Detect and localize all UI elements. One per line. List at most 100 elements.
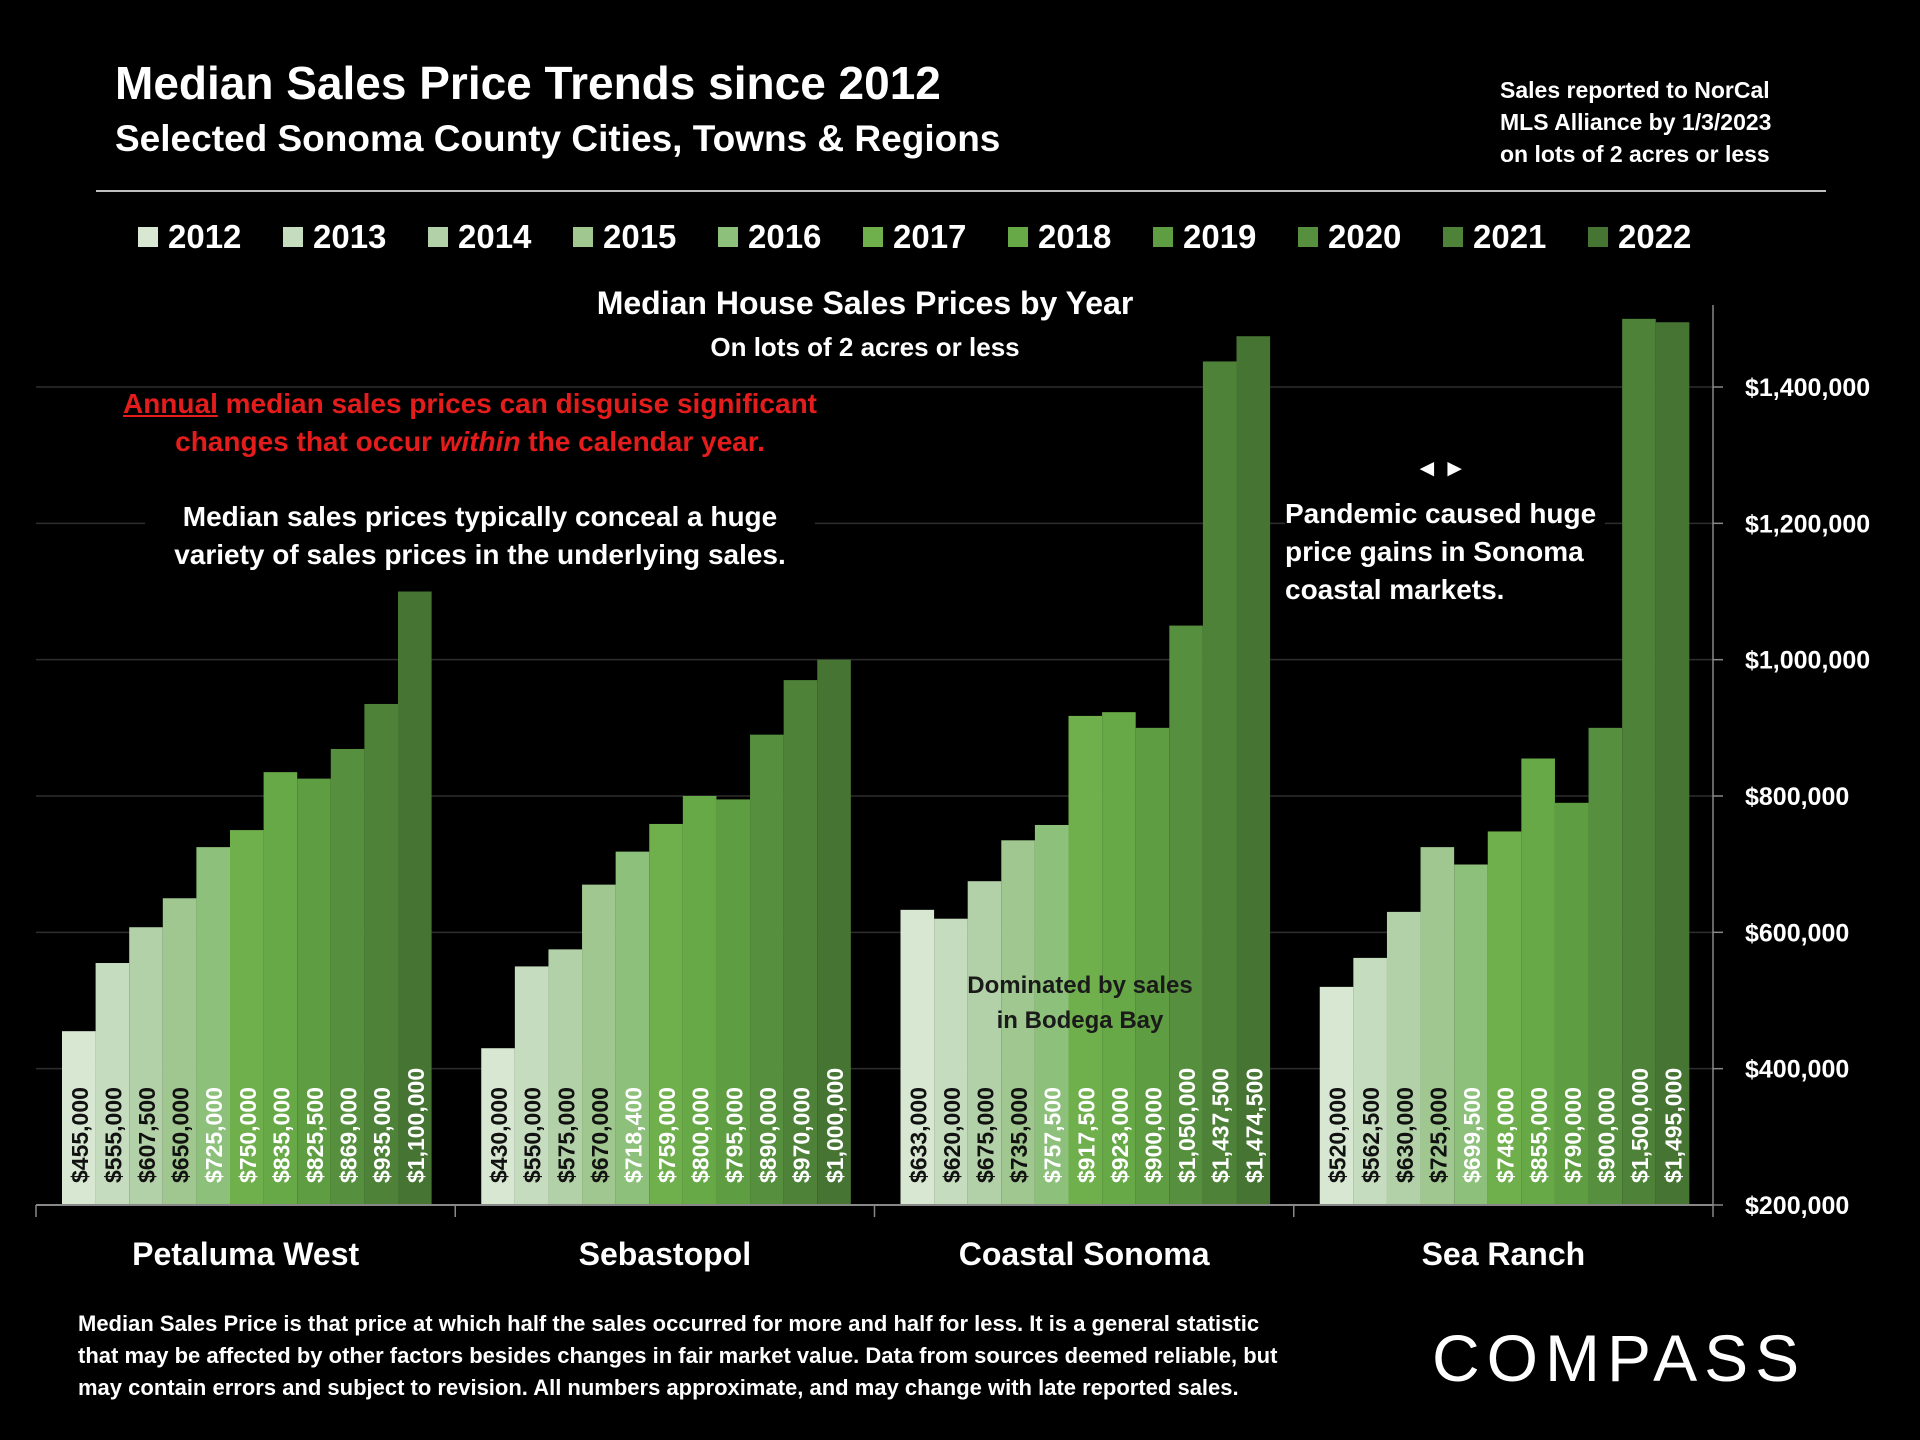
- footnote: Median Sales Price is that price at whic…: [78, 1308, 1378, 1404]
- bar: [1622, 318, 1656, 1205]
- legend-swatch: [138, 227, 158, 247]
- bar-value-label: $917,500: [1073, 1087, 1099, 1183]
- bar-value-label: $1,100,000: [403, 1068, 429, 1183]
- bar-value-label: $1,500,000: [1627, 1068, 1653, 1183]
- y-tick-label: $400,000: [1745, 1056, 1849, 1084]
- bar-value-label: $725,000: [1425, 1087, 1451, 1183]
- bar: [1202, 361, 1237, 1205]
- bar-value-label: $650,000: [168, 1087, 194, 1183]
- legend-swatch: [1153, 227, 1173, 247]
- bar-value-label: $455,000: [67, 1087, 93, 1183]
- pandemic-note: Pandemic caused huge price gains in Sono…: [1285, 495, 1605, 609]
- bar: [263, 772, 298, 1205]
- bar-value-label: $633,000: [905, 1087, 931, 1183]
- legend-label: 2017: [893, 218, 967, 255]
- bar: [1454, 864, 1488, 1205]
- legend-swatch: [1298, 227, 1318, 247]
- bar: [900, 909, 935, 1205]
- legend-label: 2015: [603, 218, 677, 255]
- chart-title: Median House Sales Prices by Year: [596, 285, 1134, 321]
- warning-text: the calendar year.: [520, 426, 765, 457]
- bar: [1068, 715, 1103, 1205]
- bar-value-label: $900,000: [1141, 1087, 1167, 1183]
- bar: [615, 851, 650, 1205]
- bar: [364, 703, 398, 1205]
- y-tick-label: $1,400,000: [1745, 374, 1870, 402]
- note-line: coastal markets.: [1285, 574, 1505, 605]
- bar: [1001, 840, 1035, 1205]
- bar: [582, 884, 616, 1205]
- bar-value-label: $900,000: [1593, 1087, 1619, 1183]
- legend-label: 2018: [1038, 218, 1112, 255]
- bar-value-label: $825,500: [302, 1087, 328, 1183]
- legend-label: 2019: [1183, 218, 1257, 255]
- bar: [330, 748, 365, 1205]
- bar: [967, 881, 1002, 1205]
- legend-item-2020: 2020: [1298, 218, 1443, 256]
- bar: [1588, 727, 1623, 1205]
- bar-value-label: $869,000: [336, 1087, 362, 1183]
- page-title: Median Sales Price Trends since 2012: [115, 57, 941, 109]
- bar: [1420, 847, 1455, 1205]
- chart-legend: 2012 2013 2014 2015 2016 2017 2018 2019 2020 2021…: [138, 218, 1733, 256]
- y-tick-label: $600,000: [1745, 919, 1849, 947]
- y-tick-label: $1,200,000: [1745, 510, 1870, 538]
- legend-label: 2012: [168, 218, 242, 255]
- legend-item-2019: 2019: [1153, 218, 1298, 256]
- bar-value-label: $800,000: [688, 1087, 714, 1183]
- legend-item-2017: 2017: [863, 218, 1008, 256]
- legend-swatch: [1008, 227, 1028, 247]
- bar-chart: $200,000 $400,000 $600,000 $800,000 $1,000,0…: [35, 305, 1870, 1272]
- x-category-label: Coastal Sonoma: [959, 1236, 1210, 1272]
- y-tick-label: $200,000: [1745, 1192, 1849, 1220]
- y-tick-label: $1,000,000: [1745, 647, 1870, 675]
- bar-value-label: $835,000: [268, 1087, 294, 1183]
- bar: [1521, 758, 1555, 1205]
- bar: [230, 830, 264, 1205]
- within-word: within: [439, 426, 521, 457]
- note-line: price gains in Sonoma: [1285, 536, 1584, 567]
- source-line: MLS Alliance by 1/3/2023: [1500, 109, 1772, 135]
- bar: [514, 966, 549, 1205]
- bar-value-label: $675,000: [973, 1087, 999, 1183]
- note-line: Dominated by sales: [967, 972, 1193, 999]
- bar-value-label: $630,000: [1392, 1087, 1418, 1183]
- bar-value-label: $430,000: [486, 1087, 512, 1183]
- bar-value-label: $550,000: [520, 1087, 546, 1183]
- legend-item-2015: 2015: [573, 218, 718, 256]
- legend-swatch: [1443, 227, 1463, 247]
- legend-item-2016: 2016: [718, 218, 863, 256]
- bar: [129, 927, 163, 1205]
- legend-label: 2014: [458, 218, 532, 255]
- bar-value-label: $1,000,000: [822, 1068, 848, 1183]
- legend-label: 2016: [748, 218, 822, 255]
- legend-swatch: [718, 227, 738, 247]
- bar: [1236, 336, 1271, 1205]
- legend-swatch: [1588, 227, 1608, 247]
- bar: [783, 680, 818, 1205]
- bar-value-label: $748,000: [1493, 1087, 1519, 1183]
- x-category-label: Sebastopol: [579, 1236, 751, 1272]
- bar: [1655, 322, 1690, 1205]
- bar-value-label: $699,500: [1459, 1087, 1485, 1183]
- bar-value-label: $759,000: [654, 1087, 680, 1183]
- bar: [196, 847, 230, 1205]
- bar: [1169, 625, 1203, 1205]
- footnote-line: that may be affected by other factors be…: [78, 1343, 1278, 1368]
- bar-value-label: $890,000: [755, 1087, 781, 1183]
- bar-value-label: $607,500: [134, 1087, 160, 1183]
- bar: [1386, 911, 1421, 1205]
- bar: [1135, 727, 1170, 1205]
- legend-label: 2022: [1618, 218, 1692, 255]
- warning-text: changes that occur: [175, 426, 440, 457]
- page-subtitle: Selected Sonoma County Cities, Towns & R…: [115, 118, 1001, 159]
- note-line: Pandemic caused huge: [1285, 498, 1597, 529]
- bar-value-label: $725,000: [201, 1087, 227, 1183]
- bar: [162, 898, 197, 1205]
- bodega-bay-note: Dominated by sales in Bodega Bay: [940, 968, 1220, 1038]
- bar-value-label: $735,000: [1006, 1087, 1032, 1183]
- footnote-line: Median Sales Price is that price at whic…: [78, 1311, 1260, 1336]
- x-category-label: Petaluma West: [132, 1236, 359, 1272]
- legend-item-2014: 2014: [428, 218, 573, 256]
- legend-swatch: [863, 227, 883, 247]
